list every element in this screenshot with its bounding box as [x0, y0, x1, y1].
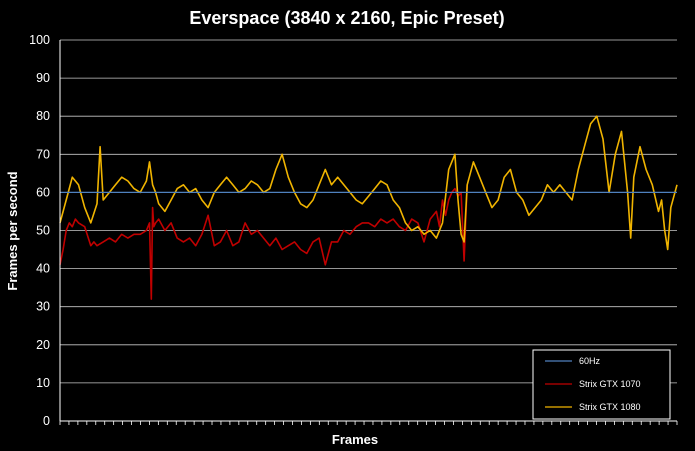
y-tick-label-50: 50: [36, 224, 50, 238]
chart-title: Everspace (3840 x 2160, Epic Preset): [189, 8, 504, 28]
y-tick-label-90: 90: [36, 71, 50, 85]
legend: 60Hz Strix GTX 1070 Strix GTX 1080: [532, 349, 671, 420]
axes: [59, 40, 677, 422]
legend-label-1: Strix GTX 1070: [579, 379, 641, 389]
y-tick-label-10: 10: [36, 376, 50, 390]
x-tick-marks: [59, 421, 678, 425]
plot-area: 0 10 20 30 40 50 60 70 80 90 100: [29, 33, 678, 428]
y-tick-labels: 0 10 20 30 40 50 60 70 80 90 100: [29, 33, 50, 428]
y-axis-label: Frames per second: [5, 171, 20, 290]
y-tick-label-20: 20: [36, 338, 50, 352]
x-axis-label: Frames: [332, 432, 378, 447]
y-tick-label-100: 100: [29, 33, 50, 47]
y-tick-label-80: 80: [36, 109, 50, 123]
series-line-strix-gtx-1070: [59, 184, 468, 300]
series-group: [59, 115, 678, 300]
legend-label-2: Strix GTX 1080: [579, 402, 641, 412]
y-tick-label-70: 70: [36, 147, 50, 161]
y-tick-label-0: 0: [43, 414, 50, 428]
y-tick-label-40: 40: [36, 262, 50, 276]
legend-label-0: 60Hz: [579, 356, 601, 366]
y-tick-label-60: 60: [36, 185, 50, 199]
y-tick-label-30: 30: [36, 300, 50, 314]
